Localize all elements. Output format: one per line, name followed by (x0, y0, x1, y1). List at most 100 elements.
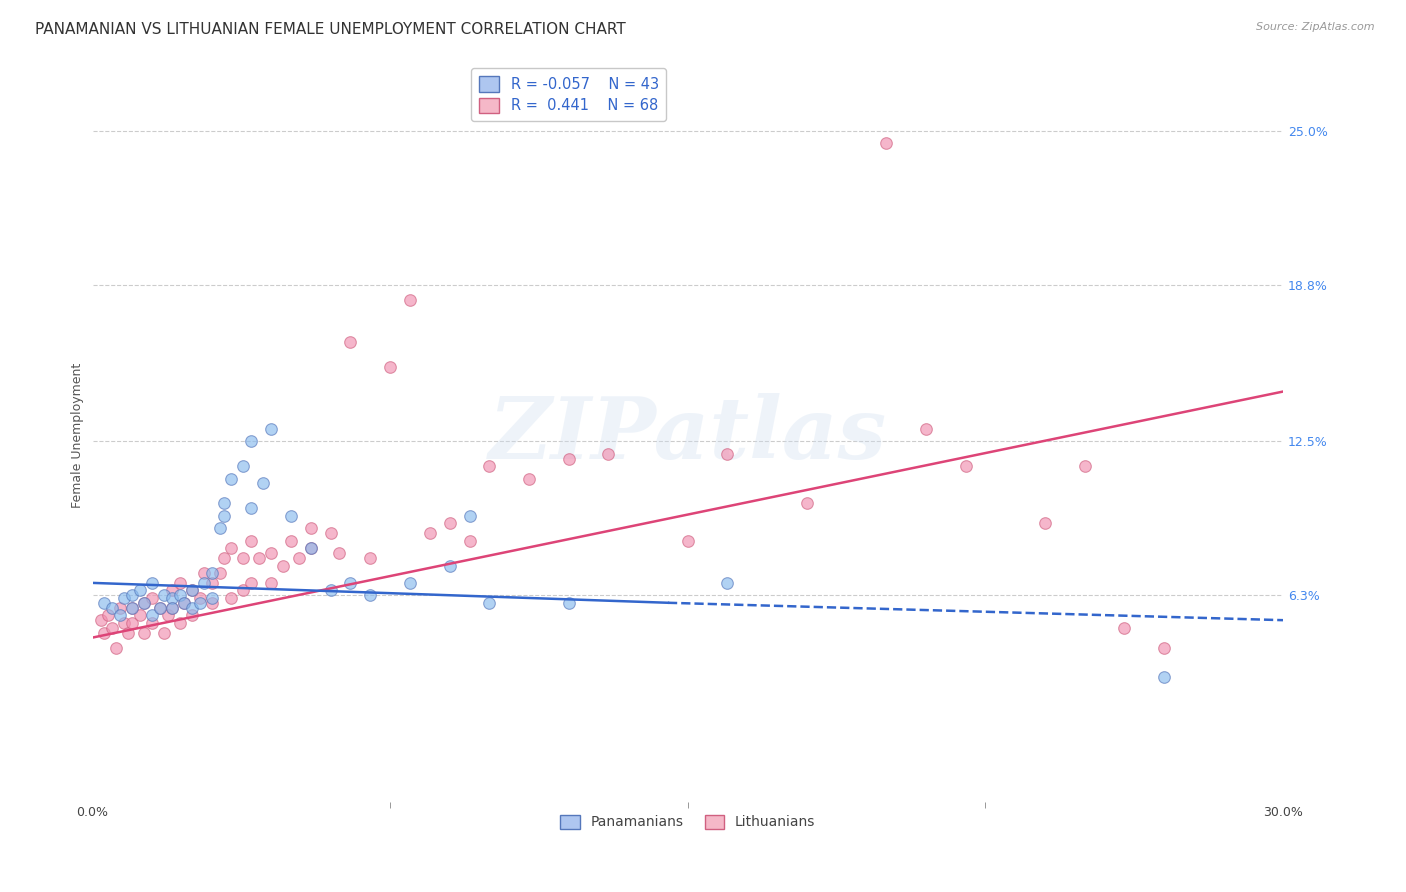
Point (558, 451, 581, 466)
Point (419, 526, 441, 541)
Point (105, 640, 128, 655)
Point (339, 334, 361, 349)
Point (439, 558, 461, 573)
Point (208, 521, 231, 535)
Point (121, 600, 143, 615)
Point (359, 551, 381, 566)
Point (121, 615, 143, 630)
Point (112, 615, 135, 630)
Point (153, 588, 176, 602)
Point (134, 625, 156, 640)
Point (160, 600, 183, 615)
Text: PANAMANIAN VS LITHUANIAN FEMALE UNEMPLOYMENT CORRELATION CHART: PANAMANIAN VS LITHUANIAN FEMALE UNEMPLOY… (35, 22, 626, 37)
Point (915, 422, 938, 436)
Point (598, 447, 620, 461)
Point (319, 583, 342, 598)
Point (716, 575, 738, 590)
Point (134, 596, 156, 610)
Point (110, 600, 132, 615)
Legend: Panamanians, Lithuanians: Panamanians, Lithuanians (554, 809, 821, 835)
Point (288, 551, 311, 566)
Point (240, 533, 263, 548)
Point (160, 600, 183, 615)
Point (280, 533, 302, 548)
Point (201, 575, 224, 590)
Point (212, 508, 235, 523)
Point (188, 596, 211, 610)
Point (201, 566, 224, 580)
Point (153, 625, 176, 640)
Point (101, 621, 124, 635)
Point (260, 422, 283, 436)
Point (280, 508, 302, 523)
Point (232, 583, 254, 598)
Point (339, 575, 361, 590)
Point (141, 591, 163, 605)
Point (208, 566, 231, 580)
Point (129, 583, 152, 598)
Point (110, 608, 132, 623)
Point (232, 459, 254, 474)
Point (260, 575, 283, 590)
Point (193, 575, 215, 590)
Point (240, 575, 263, 590)
Point (1153, 640, 1175, 655)
Point (796, 496, 818, 510)
Point (458, 533, 481, 548)
Point (93, 625, 115, 640)
Point (212, 496, 235, 510)
Text: ZIPatlas: ZIPatlas (489, 393, 887, 477)
Point (121, 588, 143, 602)
Point (212, 551, 235, 566)
Point (1153, 670, 1175, 684)
Point (716, 447, 738, 461)
Point (478, 459, 501, 474)
Point (399, 575, 422, 590)
Point (252, 476, 274, 491)
Point (180, 608, 202, 623)
Point (141, 575, 163, 590)
Point (328, 546, 350, 560)
Point (160, 583, 183, 598)
Point (232, 551, 254, 566)
Point (1033, 516, 1056, 531)
Point (160, 591, 183, 605)
Point (380, 359, 402, 374)
Point (112, 591, 135, 605)
Point (221, 541, 243, 555)
Point (478, 596, 501, 610)
Point (101, 600, 124, 615)
Point (173, 596, 195, 610)
Point (149, 600, 172, 615)
Point (517, 471, 540, 485)
Point (180, 583, 202, 598)
Point (134, 596, 156, 610)
Point (201, 596, 224, 610)
Point (129, 608, 152, 623)
Point (558, 596, 581, 610)
Point (188, 591, 211, 605)
Point (201, 591, 224, 605)
Point (173, 596, 195, 610)
Point (260, 546, 283, 560)
Point (97, 608, 120, 623)
Point (149, 600, 172, 615)
Point (240, 434, 263, 449)
Point (89, 613, 111, 627)
Text: Source: ZipAtlas.com: Source: ZipAtlas.com (1257, 22, 1375, 32)
Point (271, 558, 294, 573)
Point (1114, 621, 1136, 635)
Point (193, 566, 215, 580)
Point (1073, 459, 1095, 474)
Point (240, 501, 263, 516)
Point (399, 293, 422, 307)
Point (299, 521, 322, 535)
Point (439, 516, 461, 531)
Point (169, 615, 191, 630)
Point (247, 551, 270, 566)
Point (221, 591, 243, 605)
Point (319, 526, 342, 541)
Point (169, 588, 191, 602)
Point (676, 533, 699, 548)
Point (117, 625, 139, 640)
